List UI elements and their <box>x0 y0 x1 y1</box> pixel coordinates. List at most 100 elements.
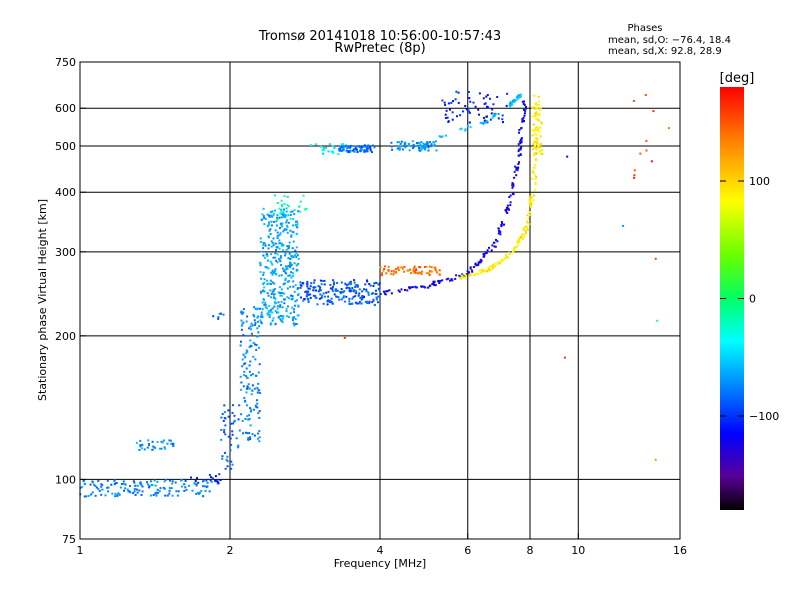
data-point <box>168 439 171 442</box>
data-point <box>282 230 285 233</box>
y-tick-label: 200 <box>55 330 76 343</box>
data-point <box>170 442 173 445</box>
data-point <box>289 214 292 216</box>
data-point <box>419 272 422 274</box>
data-point <box>230 467 233 470</box>
data-point <box>269 323 272 326</box>
data-point <box>483 119 486 122</box>
data-point <box>506 92 509 95</box>
data-point <box>541 149 544 152</box>
data-point <box>160 440 163 443</box>
data-point <box>360 145 363 148</box>
data-point <box>451 111 454 114</box>
data-point <box>315 289 318 292</box>
data-point <box>129 485 131 488</box>
data-point <box>202 485 204 488</box>
data-point <box>134 484 137 487</box>
data-point <box>240 319 243 322</box>
data-point <box>295 223 298 226</box>
data-point <box>467 91 470 93</box>
data-point <box>534 103 537 106</box>
data-point <box>539 135 542 138</box>
data-point <box>512 185 515 187</box>
data-point <box>433 144 436 147</box>
data-point <box>248 364 251 367</box>
data-point <box>531 115 534 118</box>
data-point <box>184 486 187 489</box>
data-point <box>322 147 325 149</box>
data-point <box>220 416 223 419</box>
data-point <box>487 106 490 109</box>
data-point <box>262 207 265 210</box>
data-point <box>329 299 332 302</box>
data-point <box>223 431 226 434</box>
data-point <box>285 248 288 251</box>
data-point <box>280 292 283 294</box>
data-point <box>444 134 447 137</box>
data-point <box>276 246 279 249</box>
data-point <box>566 155 569 158</box>
data-point <box>163 487 166 490</box>
data-point <box>387 265 390 268</box>
data-point <box>106 479 109 482</box>
data-point <box>437 280 440 283</box>
data-point <box>335 289 338 292</box>
data-point <box>502 121 504 124</box>
data-point <box>501 222 503 225</box>
data-point <box>528 198 531 201</box>
data-point <box>315 143 317 146</box>
data-point <box>116 493 119 496</box>
data-point <box>345 149 348 152</box>
grid-lines <box>80 62 680 539</box>
data-point <box>114 495 117 498</box>
data-point <box>450 101 453 104</box>
y-tick-label: 300 <box>55 246 76 259</box>
data-point <box>269 308 272 311</box>
data-point <box>455 274 458 277</box>
data-point <box>277 291 280 294</box>
data-point <box>197 481 200 484</box>
data-point <box>215 480 218 483</box>
data-point <box>287 274 290 277</box>
data-point <box>249 325 252 328</box>
data-point <box>530 205 532 208</box>
data-point <box>272 220 275 223</box>
data-point <box>262 271 265 274</box>
data-point <box>295 233 298 236</box>
data-point <box>254 321 257 324</box>
data-point <box>535 134 538 137</box>
data-point <box>259 241 262 243</box>
data-point <box>525 232 528 235</box>
data-point <box>119 486 122 489</box>
data-point <box>263 223 266 226</box>
data-point <box>348 297 351 300</box>
data-point <box>258 410 261 412</box>
data-point <box>434 140 437 143</box>
data-point <box>230 460 233 463</box>
data-point <box>242 308 245 311</box>
data-point <box>279 318 282 321</box>
data-point <box>390 273 392 276</box>
data-point <box>530 193 533 196</box>
data-point <box>80 486 83 489</box>
data-point <box>221 455 224 458</box>
data-point <box>239 375 242 378</box>
data-point <box>280 216 283 219</box>
data-point <box>310 282 313 285</box>
data-point <box>284 252 287 255</box>
data-point <box>404 289 406 291</box>
data-point <box>356 284 359 287</box>
data-point <box>482 122 485 125</box>
data-point <box>286 315 289 318</box>
data-point <box>534 126 537 129</box>
data-point <box>153 479 156 482</box>
data-point <box>152 445 155 448</box>
data-point <box>239 344 242 347</box>
data-point <box>387 269 390 271</box>
data-point <box>286 224 289 227</box>
data-point <box>501 259 504 262</box>
data-point <box>292 224 295 227</box>
data-point <box>281 320 284 323</box>
data-point <box>255 374 258 377</box>
data-point <box>276 311 278 314</box>
